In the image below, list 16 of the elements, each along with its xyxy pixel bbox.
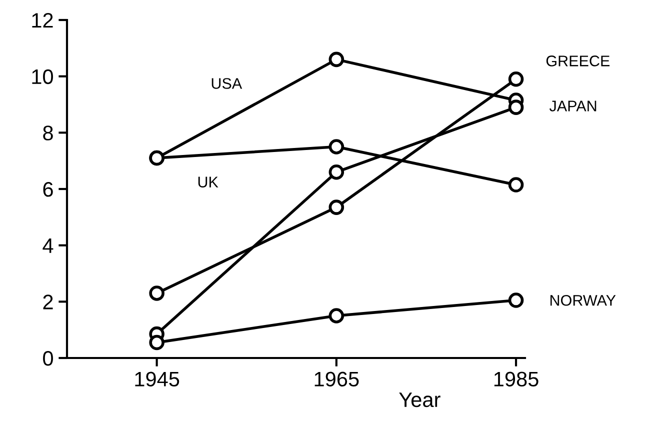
- y-tick-label: 2: [43, 294, 53, 310]
- x-axis-title: Year: [399, 392, 440, 408]
- y-tick-label: 6: [43, 182, 53, 197]
- series-label: GREECE: [546, 56, 610, 66]
- y-tick-label: 12: [32, 13, 53, 28]
- x-tick-label: 1945: [135, 372, 180, 386]
- series-label: UK: [198, 176, 218, 188]
- series-label: USA: [212, 78, 242, 89]
- x-tick-label: 1965: [314, 372, 359, 386]
- y-tick-label: 10: [32, 69, 53, 84]
- x-tick-label: 1985: [494, 372, 538, 386]
- y-tick-label: 4: [42, 238, 54, 253]
- y-tick-label: 8: [43, 126, 53, 140]
- y-tick-label: 0: [43, 351, 53, 366]
- series-label: JAPAN: [549, 100, 596, 112]
- series-label: NORWAY: [550, 294, 616, 306]
